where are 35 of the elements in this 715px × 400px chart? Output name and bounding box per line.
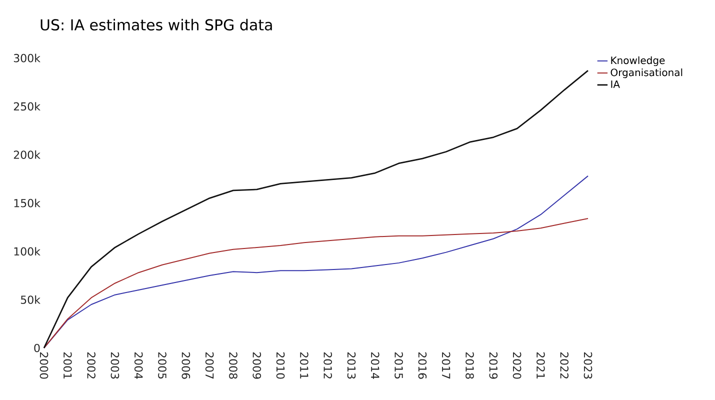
legend-label: Knowledge xyxy=(611,56,665,66)
x-tick-label: 2006 xyxy=(182,352,190,379)
x-tick-label: 2017 xyxy=(442,352,450,379)
x-tick-label: 2011 xyxy=(300,352,308,378)
x-tick-label: 2008 xyxy=(229,352,238,379)
x-tick-label: 2001 xyxy=(63,352,72,378)
y-tick-label: 150k xyxy=(14,198,40,208)
x-tick-label: 2007 xyxy=(205,352,214,379)
y-tick-label: 0 xyxy=(34,344,40,352)
x-tick-label: 2010 xyxy=(276,352,285,379)
y-tick-label: 50k xyxy=(20,295,40,304)
x-tick-label: 2023 xyxy=(584,352,592,379)
x-tick-label: 2012 xyxy=(324,352,332,378)
legend-label: IA xyxy=(611,80,620,88)
x-tick-label: 2020 xyxy=(512,352,522,379)
x-tick-label: 2022 xyxy=(560,352,569,378)
x-tick-label: 2013 xyxy=(347,352,356,379)
y-tick-label: 250k xyxy=(14,102,40,111)
x-tick-label: 2000 xyxy=(40,352,48,379)
y-tick-label: 100k xyxy=(14,247,40,256)
x-tick-label: 2014 xyxy=(370,352,380,379)
x-tick-label: 2005 xyxy=(158,352,166,379)
x-tick-label: 2018 xyxy=(466,352,474,379)
x-tick-label: 2009 xyxy=(252,352,262,379)
x-tick-label: 2003 xyxy=(110,352,120,379)
x-tick-label: 2016 xyxy=(418,352,427,379)
chart-title: US: IA estimates with SPG data xyxy=(40,18,272,31)
x-tick-label: 2004 xyxy=(134,352,143,379)
x-tick-label: 2002 xyxy=(87,352,96,378)
y-tick-label: 200k xyxy=(14,150,40,159)
x-tick-label: 2015 xyxy=(394,352,403,379)
y-tick-label: 300k xyxy=(14,54,40,62)
x-tick-label: 2019 xyxy=(489,352,498,379)
x-tick-label: 2021 xyxy=(536,352,545,378)
legend-label: Organisational xyxy=(610,68,682,78)
